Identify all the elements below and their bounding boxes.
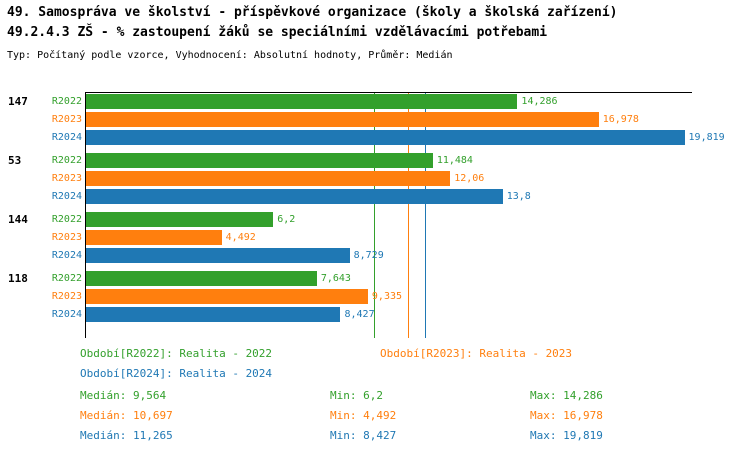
bar-r2024[interactable] <box>86 130 685 145</box>
bar-value-label: 14,286 <box>521 96 558 107</box>
bar-r2022[interactable] <box>86 271 317 286</box>
legend-r2023: Období[R2023]: Realita - 2023 <box>380 347 573 360</box>
bar-r2022[interactable] <box>86 153 433 168</box>
bar-r2024[interactable] <box>86 307 341 322</box>
stat-min-r2024: Min: 8,427 <box>330 429 397 442</box>
series-row-label-r2022: R2022 <box>51 273 82 284</box>
group-label: 144 <box>8 213 28 226</box>
bar-value-label: 8,427 <box>344 309 375 320</box>
stat-median-r2022: Medián: 9,564 <box>80 389 167 402</box>
group-label: 118 <box>8 272 28 285</box>
stat-median-r2023: Medián: 10,697 <box>80 409 173 422</box>
y-axis-line <box>85 92 86 338</box>
series-row-label-r2024: R2024 <box>51 250 82 261</box>
bar-value-label: 19,819 <box>688 132 725 143</box>
bar-r2022[interactable] <box>86 212 274 227</box>
report-title-line2: 49.2.4.3 ZŠ - % zastoupení žáků se speci… <box>7 25 548 40</box>
series-row-label-r2023: R2023 <box>51 291 82 302</box>
bar-r2024[interactable] <box>86 248 350 263</box>
bar-value-label: 4,492 <box>225 232 256 243</box>
median-line-r2024 <box>425 93 427 338</box>
bar-value-label: 13,8 <box>506 191 531 202</box>
bar-value-label: 12,06 <box>454 173 485 184</box>
bar-r2023[interactable] <box>86 112 599 127</box>
stat-min-r2023: Min: 4,492 <box>330 409 397 422</box>
series-row-label-r2023: R2023 <box>51 114 82 125</box>
report-title-line1: 49. Samospráva ve školství - příspěvkové… <box>7 5 618 20</box>
median-line-r2023 <box>408 93 410 338</box>
stat-max-r2022: Max: 14,286 <box>530 389 603 402</box>
stat-max-r2023: Max: 16,978 <box>530 409 603 422</box>
series-row-label-r2023: R2023 <box>51 173 82 184</box>
stat-median-r2024: Medián: 11,265 <box>80 429 173 442</box>
x-axis-line <box>85 92 692 93</box>
bar-value-label: 7,643 <box>320 273 351 284</box>
bar-value-label: 11,484 <box>436 155 473 166</box>
legend-r2024: Období[R2024]: Realita - 2024 <box>80 367 273 380</box>
median-line-r2022 <box>373 93 375 338</box>
bar-value-label: 16,978 <box>602 114 639 125</box>
bar-value-label: 6,2 <box>277 214 296 225</box>
bar-r2024[interactable] <box>86 189 503 204</box>
series-row-label-r2024: R2024 <box>51 191 82 202</box>
group-label: 53 <box>8 154 22 167</box>
group-label: 147 <box>8 95 28 108</box>
bar-r2023[interactable] <box>86 289 368 304</box>
stat-min-r2022: Min: 6,2 <box>330 389 383 402</box>
bar-value-label: 8,729 <box>353 250 384 261</box>
bar-r2023[interactable] <box>86 230 222 245</box>
series-row-label-r2022: R2022 <box>51 96 82 107</box>
series-row-label-r2022: R2022 <box>51 214 82 225</box>
bar-value-label: 9,335 <box>371 291 403 302</box>
series-row-label-r2024: R2024 <box>51 132 82 143</box>
series-row-label-r2024: R2024 <box>51 309 82 320</box>
bar-r2022[interactable] <box>86 94 518 109</box>
series-row-label-r2023: R2023 <box>51 232 82 243</box>
series-row-label-r2022: R2022 <box>51 155 82 166</box>
report-subtitle: Typ: Počítaný podle vzorce, Vyhodnocení:… <box>7 50 453 61</box>
legend-r2022: Období[R2022]: Realita - 2022 <box>80 347 273 360</box>
bar-r2023[interactable] <box>86 171 451 186</box>
stat-max-r2024: Max: 19,819 <box>530 429 603 442</box>
